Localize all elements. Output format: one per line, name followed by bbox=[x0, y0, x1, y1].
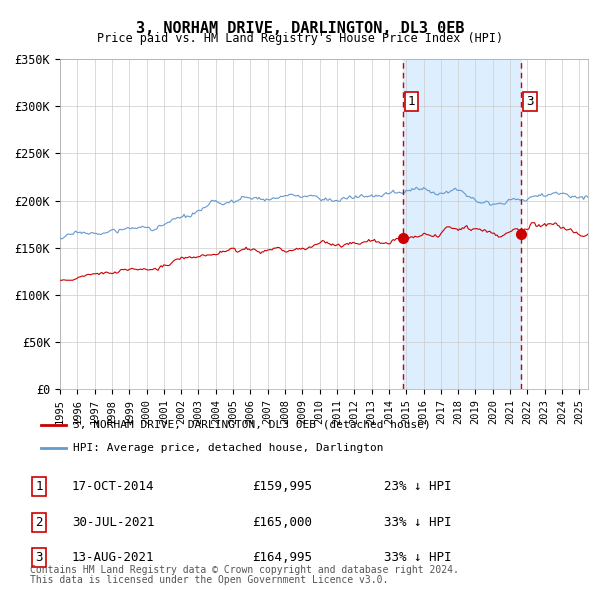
Text: 17-OCT-2014: 17-OCT-2014 bbox=[72, 480, 155, 493]
Text: HPI: Average price, detached house, Darlington: HPI: Average price, detached house, Darl… bbox=[73, 443, 384, 453]
Text: 30-JUL-2021: 30-JUL-2021 bbox=[72, 516, 155, 529]
Text: Contains HM Land Registry data © Crown copyright and database right 2024.: Contains HM Land Registry data © Crown c… bbox=[30, 565, 459, 575]
Text: 3: 3 bbox=[526, 95, 533, 108]
Text: 23% ↓ HPI: 23% ↓ HPI bbox=[384, 480, 452, 493]
Text: Price paid vs. HM Land Registry's House Price Index (HPI): Price paid vs. HM Land Registry's House … bbox=[97, 32, 503, 45]
Text: 3, NORHAM DRIVE, DARLINGTON, DL3 0EB (detached house): 3, NORHAM DRIVE, DARLINGTON, DL3 0EB (de… bbox=[73, 420, 431, 430]
Text: 1: 1 bbox=[35, 480, 43, 493]
Text: 2: 2 bbox=[35, 516, 43, 529]
Bar bbox=[403, 59, 521, 389]
Text: 33% ↓ HPI: 33% ↓ HPI bbox=[384, 551, 452, 564]
Text: 33% ↓ HPI: 33% ↓ HPI bbox=[384, 516, 452, 529]
Text: £165,000: £165,000 bbox=[252, 516, 312, 529]
Text: 13-AUG-2021: 13-AUG-2021 bbox=[72, 551, 155, 564]
Text: 3: 3 bbox=[35, 551, 43, 564]
Text: £159,995: £159,995 bbox=[252, 480, 312, 493]
Text: £164,995: £164,995 bbox=[252, 551, 312, 564]
Text: This data is licensed under the Open Government Licence v3.0.: This data is licensed under the Open Gov… bbox=[30, 575, 388, 585]
Text: 3, NORHAM DRIVE, DARLINGTON, DL3 0EB: 3, NORHAM DRIVE, DARLINGTON, DL3 0EB bbox=[136, 21, 464, 35]
Text: 1: 1 bbox=[408, 95, 415, 108]
